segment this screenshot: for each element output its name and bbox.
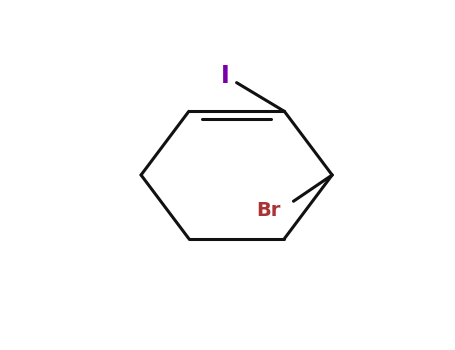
Text: Br: Br [256,201,281,219]
Text: I: I [221,64,230,88]
